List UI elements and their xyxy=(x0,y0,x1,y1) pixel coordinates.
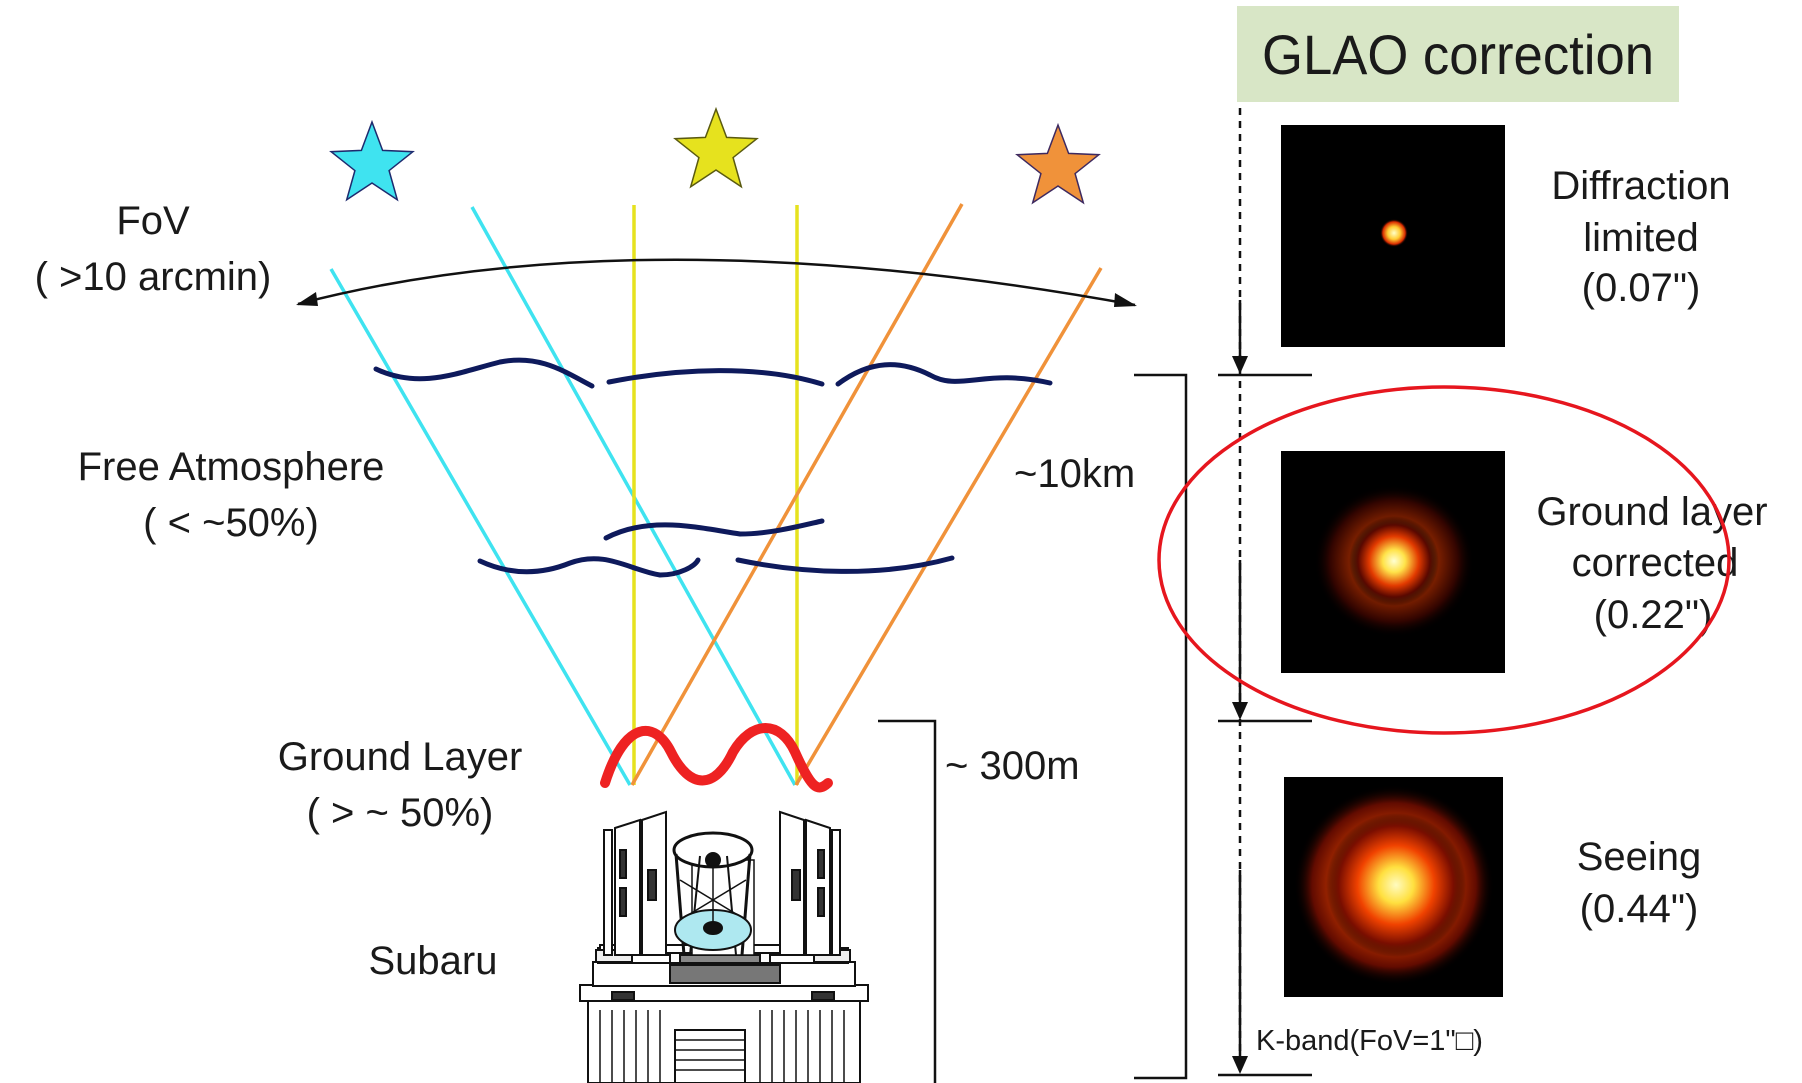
subaru-telescope-icon xyxy=(579,810,869,1083)
psf-ground-line2: corrected xyxy=(1572,541,1739,585)
arrow-down-icon xyxy=(1232,356,1248,374)
fov-range: ( >10 arcmin) xyxy=(35,255,272,299)
highlight-ellipse xyxy=(1157,385,1731,735)
psf-diffraction-line1: Diffraction xyxy=(1551,164,1730,208)
telescope-label: Subaru xyxy=(369,939,498,983)
psf-seeing-line1: Seeing xyxy=(1577,835,1702,879)
fov-arc xyxy=(297,258,1136,307)
ground-layer-title: Ground Layer xyxy=(278,735,523,779)
psf-diffraction-line3: (0.07") xyxy=(1582,266,1701,310)
header-title: GLAO correction xyxy=(1262,23,1654,86)
free-atmosphere-turbulence xyxy=(373,357,1053,578)
fov-arrowhead-left xyxy=(296,292,318,306)
height-10km-label: ~10km xyxy=(1014,452,1135,496)
psf-panel-ground-layer xyxy=(1281,451,1505,673)
header-box xyxy=(1237,6,1679,102)
psf-ground-line3: (0.22") xyxy=(1594,593,1713,637)
psf-panel-diffraction xyxy=(1281,125,1505,347)
turbulence-layer-1b xyxy=(606,368,825,387)
turbulence-layer-3a xyxy=(477,556,701,578)
height-bracket-10km xyxy=(1134,373,1188,1080)
turbulence-layer-3b xyxy=(735,555,955,574)
footnote: K-band(FoV=1"□) xyxy=(1256,1025,1483,1057)
beam-orange-right xyxy=(794,267,1103,786)
free-atmosphere-fraction: ( < ~50%) xyxy=(143,501,319,545)
psf-diffraction-line2: limited xyxy=(1583,216,1699,260)
fov-title: FoV xyxy=(116,199,190,243)
light-beams xyxy=(329,203,1103,786)
arrow-down-icon xyxy=(1232,702,1248,720)
star-yellow-icon xyxy=(673,106,759,189)
free-atmosphere-title: Free Atmosphere xyxy=(78,445,385,489)
beam-orange-left xyxy=(630,203,964,786)
ground-layer-turbulence xyxy=(600,723,833,793)
height-300m-label: ~ 300m xyxy=(945,744,1080,788)
psf-ground-line1: Ground layer xyxy=(1536,490,1767,534)
turbulence-layer-1a xyxy=(373,357,595,389)
turbulence-layer-1c xyxy=(835,362,1053,387)
psf-panel-seeing xyxy=(1284,777,1503,997)
star-cyan-icon xyxy=(329,119,415,202)
beam-cyan-left xyxy=(329,268,632,786)
psf-seeing-line2: (0.44") xyxy=(1580,887,1699,931)
height-bracket-300m xyxy=(878,719,937,1083)
fov-arrowhead-right xyxy=(1114,293,1137,307)
ground-layer-fraction: ( > ~ 50%) xyxy=(307,791,494,835)
arrow-down-icon xyxy=(1232,1056,1248,1074)
turbulence-layer-2a xyxy=(603,518,825,541)
star-orange-icon xyxy=(1015,122,1101,205)
